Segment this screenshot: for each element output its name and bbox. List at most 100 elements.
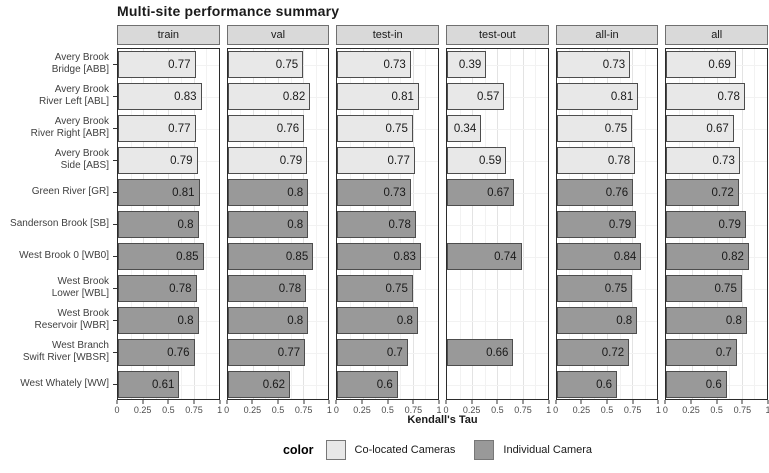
x-axis-tick-label: 0 <box>333 405 339 415</box>
bar: 0.78 <box>118 275 197 302</box>
facet-strip-label: all <box>711 29 723 41</box>
bar-value-label: 0.75 <box>385 282 408 295</box>
bar-row: 0.84 <box>556 241 658 273</box>
facet-panels: train 0.77 0.83 0.77 0.79 0.81 0.8 0.85 0.78 0.8 0… <box>114 25 769 416</box>
bar-value-label: 0.85 <box>285 250 309 263</box>
bar-value-label: 0.79 <box>718 218 741 231</box>
bar-value-label: 0.73 <box>602 58 626 71</box>
y-axis-label: West Whately [WW] <box>20 378 109 390</box>
bar-value-label: 0.78 <box>169 282 192 295</box>
x-axis-tick-label: 1 <box>546 405 552 415</box>
y-axis-tick <box>113 224 117 225</box>
bar-row: 0.76 <box>227 113 329 145</box>
x-axis-tick <box>690 400 692 404</box>
bar: 0.79 <box>666 211 746 238</box>
gridline <box>459 49 461 399</box>
bar: 0.75 <box>337 275 413 302</box>
bar: 0.73 <box>337 179 411 206</box>
bar: 0.7 <box>337 339 408 366</box>
bar-value-label: 0.81 <box>391 90 414 103</box>
y-axis-tick <box>113 256 117 257</box>
x-axis-tick-label: 1 <box>326 405 332 415</box>
x-axis-tick-label: 0.5 <box>381 405 394 415</box>
bar: 0.79 <box>227 147 308 174</box>
facet-strip-label: all-in <box>595 29 619 41</box>
bar-row: 0.78 <box>556 145 658 177</box>
x-axis-tick-label: 0.75 <box>623 405 642 415</box>
bar-value-label: 0.66 <box>486 346 509 359</box>
facet-strip-label: val <box>270 29 286 41</box>
bar-row: 0.74 <box>447 241 548 273</box>
bar-value-label: 0.81 <box>172 186 195 199</box>
bar-value-label: 0.34 <box>453 122 477 135</box>
x-axis-tick-label: 0.25 <box>572 405 591 415</box>
bar: 0.85 <box>227 243 314 270</box>
facet-strip-all: all <box>665 25 769 45</box>
legend-label-co-located-cameras: Co-located Cameras <box>354 444 456 456</box>
bar-row <box>447 305 548 337</box>
bar-value-label: 0.77 <box>277 346 301 359</box>
bar: 0.8 <box>227 307 309 334</box>
bar-row: 0.75 <box>556 273 658 305</box>
x-axis-tick-label: 1 <box>765 405 769 415</box>
x-axis-tick-label: 0.25 <box>682 405 700 415</box>
legend-swatch-co-located-cameras <box>325 440 346 460</box>
bar-row: 0.78 <box>666 81 767 113</box>
facet-strip-train: train <box>117 25 220 45</box>
bar: 0.67 <box>447 179 515 206</box>
bar-row: 0.7 <box>337 337 438 369</box>
bar-row: 0.72 <box>666 177 767 209</box>
y-axis-tick <box>113 160 117 161</box>
bar: 0.76 <box>118 339 195 366</box>
facet-panel-val: 0.75 0.82 0.76 0.79 0.8 0.8 0.85 0.78 0.8 0.77 0.6… <box>226 48 330 401</box>
facet-strip-all-in: all-in <box>555 25 659 45</box>
bar-value-label: 0.7 <box>715 346 732 359</box>
x-axis-tick-label: 0.25 <box>353 405 371 415</box>
bar-row: 0.75 <box>227 49 329 81</box>
bar-row: 0.83 <box>337 241 438 273</box>
bar: 0.8 <box>118 211 199 238</box>
x-axis-tick-label: 0 <box>553 405 559 415</box>
bar: 0.8 <box>666 307 747 334</box>
bar-value-label: 0.78 <box>717 90 740 103</box>
bar: 0.8 <box>337 307 418 334</box>
x-axis-tick <box>226 400 228 404</box>
legend-swatch-individual-camera <box>474 440 495 460</box>
gridline <box>315 49 317 399</box>
bar: 0.77 <box>118 51 196 78</box>
bar-row: 0.75 <box>666 273 767 305</box>
bar-row: 0.6 <box>337 369 438 401</box>
y-axis-label-row: West Brook Lower [WBL] <box>0 272 117 304</box>
bar-value-label: 0.59 <box>479 154 502 167</box>
bar-value-label: 0.78 <box>607 154 631 167</box>
gridline <box>497 49 499 399</box>
x-axis: 0 0.25 0.5 0.75 1 <box>553 400 661 416</box>
x-axis-tick-label: 0.25 <box>133 405 152 415</box>
facet-strip-label: test-out <box>479 29 516 41</box>
x-axis-tick-label: 0.75 <box>294 405 313 415</box>
bar-row: 0.62 <box>227 369 329 401</box>
bar-row: 0.81 <box>118 177 219 209</box>
facet-strip-label: test-in <box>372 29 403 41</box>
gridline <box>644 49 646 399</box>
x-axis-tick-label: 0.5 <box>271 405 285 415</box>
bar-row: 0.75 <box>337 113 438 145</box>
facet-panel-all: 0.69 0.78 0.67 0.73 0.72 0.79 0.82 0.75 0.8 0.7 0.… <box>665 48 769 400</box>
bar: 0.77 <box>118 115 196 142</box>
bar-value-label: 0.77 <box>387 154 410 167</box>
facet-panel-test-in: 0.73 0.81 0.75 0.77 0.73 0.78 0.83 0.75 0.8 0.7 0.… <box>336 48 440 401</box>
bar-row: 0.75 <box>556 113 658 145</box>
bar: 0.78 <box>227 275 307 302</box>
bar-value-label: 0.79 <box>279 154 303 167</box>
x-axis-tick <box>142 400 144 404</box>
bar: 0.81 <box>556 83 639 110</box>
x-axis-tick-label: 0.25 <box>243 405 262 415</box>
bar-value-label: 0.67 <box>706 122 729 135</box>
x-axis-tick-label: 0.25 <box>462 405 481 415</box>
bar-row: 0.83 <box>118 81 219 113</box>
bar-row: 0.67 <box>447 177 548 209</box>
x-axis-tick-label: 0 <box>662 405 668 415</box>
x-axis-tick <box>606 400 608 404</box>
bar: 0.73 <box>337 51 411 78</box>
y-axis-tick <box>113 96 117 97</box>
